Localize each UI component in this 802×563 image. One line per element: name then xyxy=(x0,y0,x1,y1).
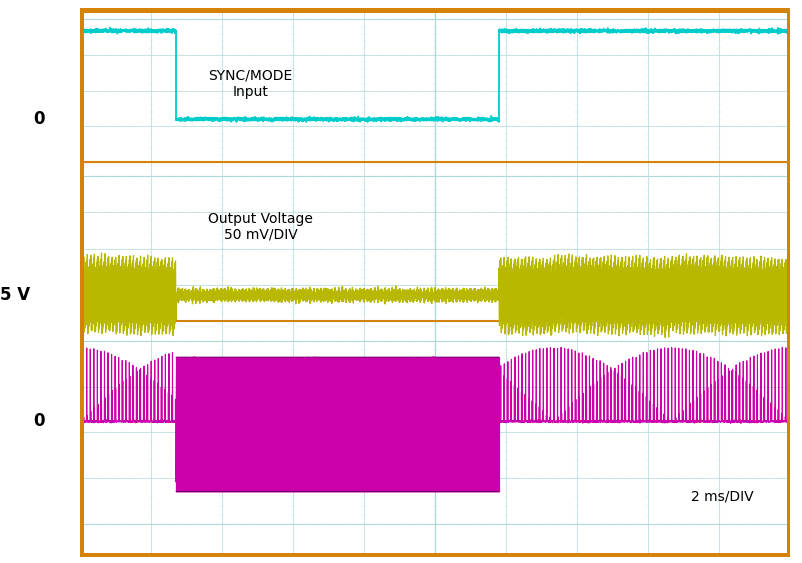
Text: Inductor Current
500 mA/DIV: Inductor Current 500 mA/DIV xyxy=(208,362,322,392)
Text: Output Voltage
50 mV/DIV: Output Voltage 50 mV/DIV xyxy=(208,212,313,242)
Bar xyxy=(787,8,790,557)
Bar xyxy=(80,8,83,557)
Text: 0: 0 xyxy=(33,110,45,128)
Text: 2 ms/DIV: 2 ms/DIV xyxy=(691,490,753,504)
Bar xyxy=(80,8,790,13)
Text: 5 V: 5 V xyxy=(0,286,30,304)
Bar xyxy=(80,553,790,557)
Text: 0: 0 xyxy=(33,413,45,431)
Text: SYNC/MODE
Input: SYNC/MODE Input xyxy=(208,69,292,99)
